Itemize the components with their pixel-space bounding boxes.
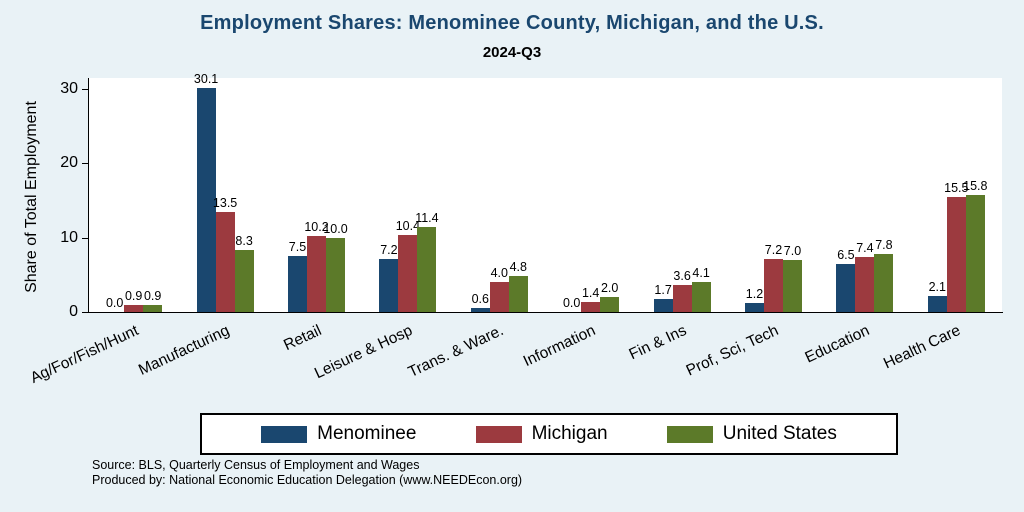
y-tick-label: 0	[69, 303, 78, 320]
bar-united-states	[691, 282, 711, 312]
bar-value-label: 15.5	[944, 181, 969, 195]
producer-note: Produced by: National Economic Education…	[92, 473, 523, 487]
bar-value-label: 10.4	[395, 219, 421, 233]
legend-swatch-michigan	[475, 425, 522, 443]
y-tick-mark	[82, 237, 88, 239]
y-axis-line	[88, 78, 89, 313]
bar-value-label: 0.0	[562, 296, 581, 310]
bar-michigan	[398, 235, 418, 312]
legend-swatch-united-states	[666, 425, 713, 443]
y-tick-label: 10	[60, 228, 78, 246]
bar-value-label: 15.8	[963, 179, 988, 193]
bar-value-label: 2.1	[928, 280, 946, 294]
bar-value-label: 6.5	[837, 248, 855, 262]
bar-value-label: 7.2	[380, 243, 398, 257]
bar-menominee	[927, 296, 947, 312]
bar-value-label: 4.0	[490, 266, 508, 280]
bar-united-states	[326, 238, 345, 312]
bar-value-label: 10.2	[304, 220, 329, 234]
bar-michigan	[215, 212, 235, 312]
bar-value-label: 4.1	[692, 266, 710, 280]
bar-united-states	[783, 260, 802, 312]
bar-value-label: 4.8	[509, 260, 527, 274]
bar-menominee	[288, 256, 307, 312]
source-note: Source: BLS, Quarterly Census of Employm…	[92, 458, 420, 472]
bar-value-label: 3.6	[673, 269, 691, 283]
bar-michigan	[672, 285, 692, 312]
y-axis-label: Share of Total Employment	[23, 101, 40, 293]
bar-value-label: 30.1	[193, 72, 219, 86]
bar-value-label: 0.9	[124, 289, 143, 303]
bar-value-label: 7.0	[783, 244, 802, 258]
bar-michigan	[946, 197, 966, 312]
bar-menominee	[745, 303, 764, 312]
chart-subtitle: 2024-Q3	[482, 44, 542, 61]
bar-value-label: 1.7	[654, 283, 672, 297]
bar-michigan	[581, 302, 601, 312]
bar-menominee	[836, 264, 856, 312]
legend-entry-michigan: Michigan	[475, 423, 608, 445]
chart-title: Employment Shares: Menominee County, Mic…	[200, 12, 824, 34]
bar-michigan	[764, 259, 783, 312]
x-axis-line	[88, 312, 1003, 313]
bar-value-label: 7.4	[856, 241, 874, 255]
bar-michigan	[855, 257, 875, 312]
bar-united-states	[417, 227, 437, 312]
bar-michigan	[489, 282, 509, 312]
y-tick-mark	[82, 312, 88, 313]
bar-united-states	[600, 297, 620, 312]
legend-entry-menominee: Menominee	[261, 423, 416, 445]
bar-value-label: 11.4	[415, 211, 439, 225]
bar-united-states	[508, 276, 528, 312]
bar-value-label: 1.2	[745, 287, 764, 301]
legend-label-michigan: Michigan	[531, 423, 608, 444]
bar-value-label: 7.2	[764, 243, 783, 257]
bar-menominee	[196, 88, 216, 312]
bar-michigan	[124, 305, 144, 312]
legend-entry-united-states: United States	[666, 423, 837, 445]
bar-value-label: 7.8	[875, 238, 893, 252]
legend-label-menominee: Menominee	[317, 423, 417, 444]
bar-menominee	[379, 259, 399, 312]
bar-value-label: 0.9	[143, 289, 162, 303]
bar-united-states	[143, 305, 163, 312]
y-tick-label: 20	[60, 154, 78, 172]
bar-value-label: 0.0	[105, 296, 124, 310]
y-tick-mark	[82, 89, 88, 91]
bar-value-label: 0.6	[471, 292, 489, 306]
bar-value-label: 13.5	[212, 196, 238, 210]
y-tick-mark	[82, 163, 88, 165]
bar-united-states	[234, 250, 254, 312]
bar-michigan	[307, 236, 326, 312]
bar-value-label: 10.0	[323, 222, 348, 236]
bar-united-states	[965, 195, 985, 312]
bar-value-label: 1.4	[581, 286, 600, 300]
bar-united-states	[874, 254, 894, 312]
y-tick-label: 30	[60, 80, 78, 98]
bar-menominee	[653, 299, 673, 312]
bar-value-label: 8.3	[235, 234, 253, 248]
legend: Menominee Michigan United States	[200, 413, 898, 455]
bar-value-label: 2.0	[600, 281, 619, 295]
bar-menominee	[470, 308, 490, 312]
legend-swatch-menominee	[261, 425, 308, 443]
legend-label-united-states: United States	[722, 423, 837, 444]
bar-value-label: 7.5	[288, 240, 307, 254]
